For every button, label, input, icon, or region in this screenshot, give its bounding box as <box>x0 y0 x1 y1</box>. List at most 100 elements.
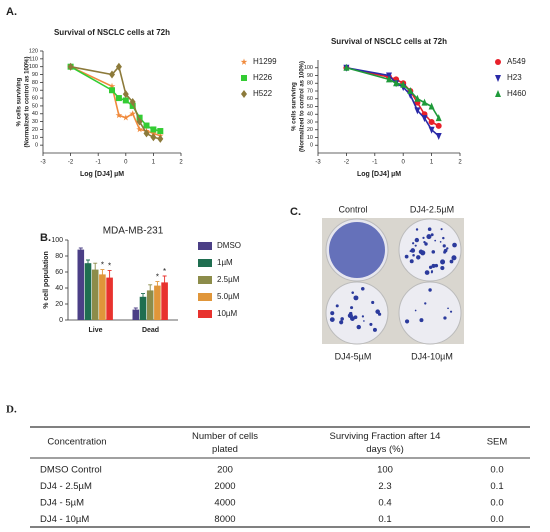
colony <box>431 263 436 268</box>
point <box>115 95 122 102</box>
panel-label: C. <box>290 206 301 218</box>
colony <box>410 248 416 253</box>
colony <box>426 234 432 240</box>
point <box>129 110 137 117</box>
legend-swatch <box>198 259 212 267</box>
legend-label: A549 <box>507 57 526 66</box>
error-bar <box>86 259 90 267</box>
colony <box>428 265 433 270</box>
legend-swatch <box>198 276 212 284</box>
legend-label: 2.5µM <box>217 275 240 284</box>
y-axis-label: % cells surviving <box>292 82 298 131</box>
table-cell: DJ4 - 5µM <box>40 498 84 509</box>
y-tick-label: 30 <box>307 119 313 125</box>
table-cell: 0.1 <box>378 514 391 525</box>
point <box>414 94 421 102</box>
x-tick-label: -2 <box>344 160 350 166</box>
x-tick-label: 0 <box>402 160 406 166</box>
x-tick-label: -3 <box>40 160 46 166</box>
legend-label: 5.0µM <box>217 292 240 301</box>
x-tick-label: Dead <box>142 327 159 334</box>
y-tick-label: 40 <box>55 285 63 292</box>
y-tick-label: 70 <box>32 88 38 94</box>
chart-title: MDA-MB-231 <box>103 226 164 237</box>
point <box>143 129 150 138</box>
legend-label: H1299 <box>253 57 277 66</box>
x-tick-label: 2 <box>458 160 462 166</box>
colony <box>450 260 454 264</box>
bar <box>154 285 161 320</box>
colony <box>430 271 433 274</box>
colony <box>369 322 373 326</box>
y-tick-label: 10 <box>307 135 313 141</box>
series-line <box>346 66 440 119</box>
x-axis-label: Log [DJ4] µM <box>357 171 401 178</box>
table-cell: DJ4 - 10µM <box>40 514 89 525</box>
table-cell: 0.1 <box>490 481 503 492</box>
legend-marker <box>495 75 501 82</box>
y-tick-label: 0 <box>310 143 313 149</box>
point <box>421 98 428 106</box>
colony <box>353 315 358 320</box>
x-tick-label: -1 <box>96 160 102 166</box>
table-cell: 0.4 <box>378 498 391 509</box>
legend-swatch <box>198 310 212 318</box>
y-tick-label: 0 <box>59 317 63 324</box>
error-bar <box>107 269 112 285</box>
point <box>386 75 392 83</box>
point <box>400 80 407 88</box>
x-tick-label: 1 <box>152 160 156 166</box>
colony <box>443 316 447 320</box>
table-cell: DMSO Control <box>40 465 102 476</box>
colony <box>375 309 380 314</box>
point <box>109 87 115 94</box>
colony <box>428 288 432 292</box>
image-label: Control <box>338 204 367 214</box>
point <box>150 129 157 137</box>
table-cell: 8000 <box>214 514 235 525</box>
table-header: Concentration <box>47 437 106 448</box>
colony <box>440 228 443 231</box>
legend-label: H522 <box>253 89 273 98</box>
point <box>428 119 435 125</box>
colony <box>427 227 432 231</box>
x-tick-label: -3 <box>315 160 321 166</box>
legend-label: H23 <box>507 73 522 82</box>
point <box>143 122 150 129</box>
colony <box>449 310 453 313</box>
colony <box>439 241 442 243</box>
point <box>150 133 157 142</box>
y-tick-label: 110 <box>29 56 38 62</box>
colony <box>347 313 353 319</box>
y-tick-label: 100 <box>29 64 38 70</box>
colony <box>330 311 335 316</box>
y-tick-label: 30 <box>32 119 38 125</box>
colonies <box>329 227 457 332</box>
colony <box>415 228 419 231</box>
colony <box>418 249 424 255</box>
dish <box>325 281 389 345</box>
colony <box>340 317 344 321</box>
point <box>129 98 136 106</box>
y-tick-label: 60 <box>32 96 38 102</box>
point <box>136 125 143 133</box>
y-tick-label: 80 <box>307 81 313 87</box>
y-tick-label: 50 <box>32 103 38 109</box>
y-tick-label: 20 <box>307 127 313 133</box>
colony <box>423 240 426 244</box>
colony <box>339 320 344 325</box>
colony <box>430 233 434 237</box>
significance: * <box>108 262 111 271</box>
panel-label: B. <box>40 232 51 244</box>
bar <box>161 282 168 320</box>
colony <box>412 253 415 257</box>
point <box>428 126 435 134</box>
table-cell: 2000 <box>214 481 235 492</box>
point <box>115 62 122 71</box>
colony <box>350 306 354 310</box>
bar <box>77 249 85 320</box>
point <box>122 114 130 121</box>
panel-label: D. <box>6 404 17 416</box>
point <box>122 90 129 99</box>
